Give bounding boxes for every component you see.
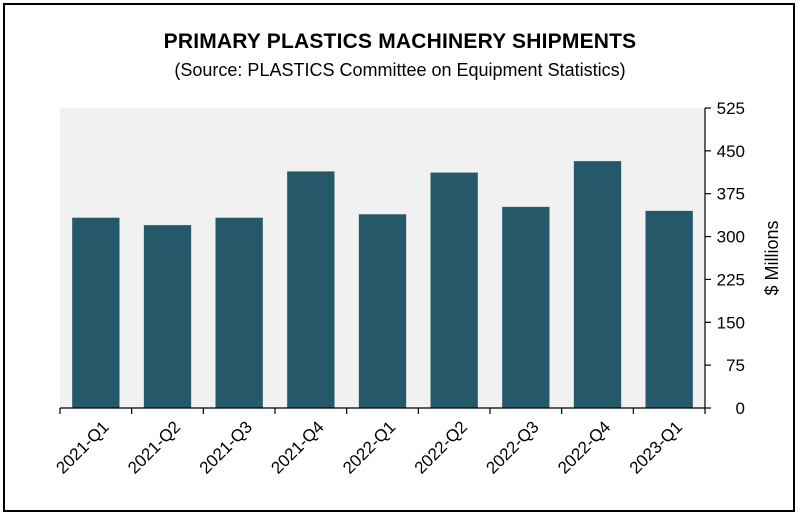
x-tick-label: 2021-Q2 — [124, 417, 184, 477]
y-tick-label: 525 — [717, 99, 745, 118]
y-tick-label: 225 — [717, 270, 745, 289]
x-tick-label: 2022-Q4 — [554, 417, 614, 477]
x-tick-label: 2021-Q4 — [267, 417, 327, 477]
y-tick-label: 0 — [736, 399, 745, 418]
x-tick-label: 2021-Q1 — [52, 417, 112, 477]
x-tick-label: 2023-Q1 — [626, 417, 686, 477]
y-axis-label: $ Millions — [762, 220, 782, 295]
x-tick-label: 2022-Q3 — [482, 417, 542, 477]
bar-2021-Q4 — [287, 171, 335, 408]
x-tick-label: 2021-Q3 — [196, 417, 256, 477]
y-tick-label: 450 — [717, 142, 745, 161]
bar-2022-Q1 — [358, 214, 407, 408]
bar-2022-Q3 — [502, 206, 550, 408]
y-tick-label: 75 — [726, 356, 745, 375]
bar-2022-Q4 — [573, 161, 622, 408]
bar-2022-Q2 — [430, 172, 478, 408]
bar-2021-Q2 — [143, 225, 192, 408]
y-tick-label: 300 — [717, 228, 745, 247]
bar-2021-Q1 — [72, 217, 120, 408]
x-tick-label: 2022-Q1 — [339, 417, 399, 477]
y-tick-label: 150 — [717, 313, 745, 332]
y-tick-label: 375 — [717, 185, 745, 204]
chart-title: PRIMARY PLASTICS MACHINERY SHIPMENTS — [163, 30, 637, 53]
bar-2023-Q1 — [645, 210, 693, 408]
x-tick-label: 2022-Q2 — [411, 417, 471, 477]
chart-subtitle: (Source: PLASTICS Committee on Equipment… — [174, 60, 626, 80]
bar-2021-Q3 — [215, 217, 263, 408]
